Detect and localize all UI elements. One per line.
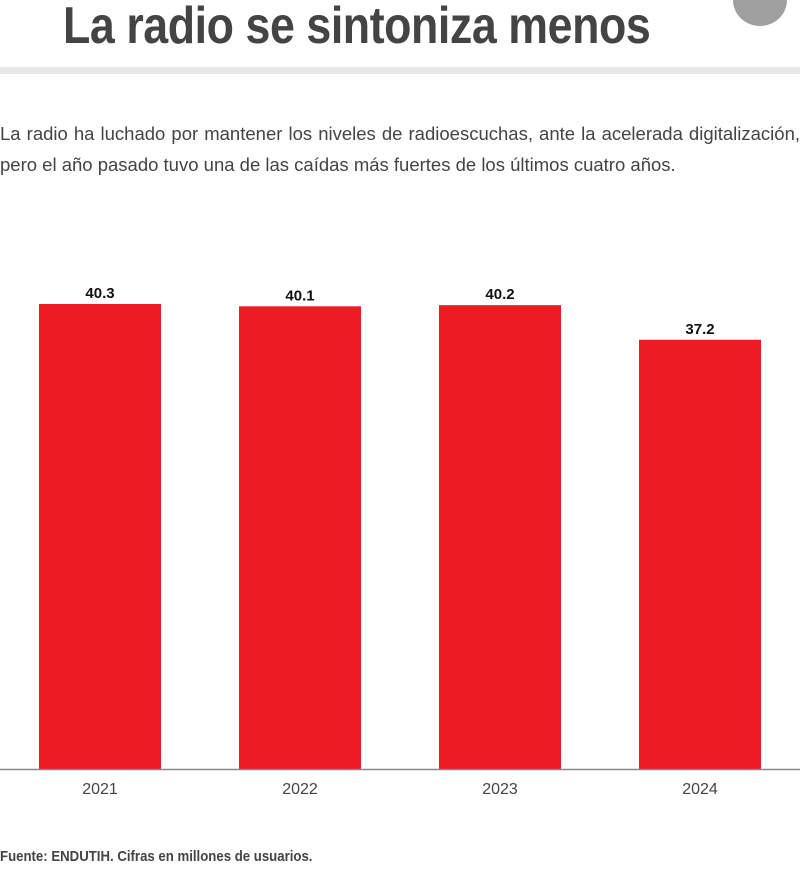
x-tick-label: 2023 xyxy=(482,781,518,798)
x-tick-label: 2021 xyxy=(82,781,118,798)
data-label: 40.2 xyxy=(485,286,514,303)
bar-2024 xyxy=(639,339,761,769)
decorative-half-circle xyxy=(733,0,787,26)
description: La radio ha luchado por mantener los niv… xyxy=(0,123,800,175)
bar-2021 xyxy=(39,304,161,769)
bar-2022 xyxy=(239,306,361,769)
data-label: 37.2 xyxy=(685,321,714,338)
data-label: 40.3 xyxy=(85,285,114,302)
data-label: 40.1 xyxy=(285,287,314,304)
bar-chart: 40.3 2021 40.1 2022 40.2 2023 37.2 2024 xyxy=(0,285,800,798)
source-note: Fuente: ENDUTIH. Cifras en millones de u… xyxy=(0,848,313,865)
x-tick-label: 2022 xyxy=(282,781,318,798)
page-title: La radio se sintoniza menos xyxy=(63,0,651,55)
bar-2023 xyxy=(439,305,561,769)
divider xyxy=(0,67,800,74)
x-tick-label: 2024 xyxy=(682,781,718,798)
